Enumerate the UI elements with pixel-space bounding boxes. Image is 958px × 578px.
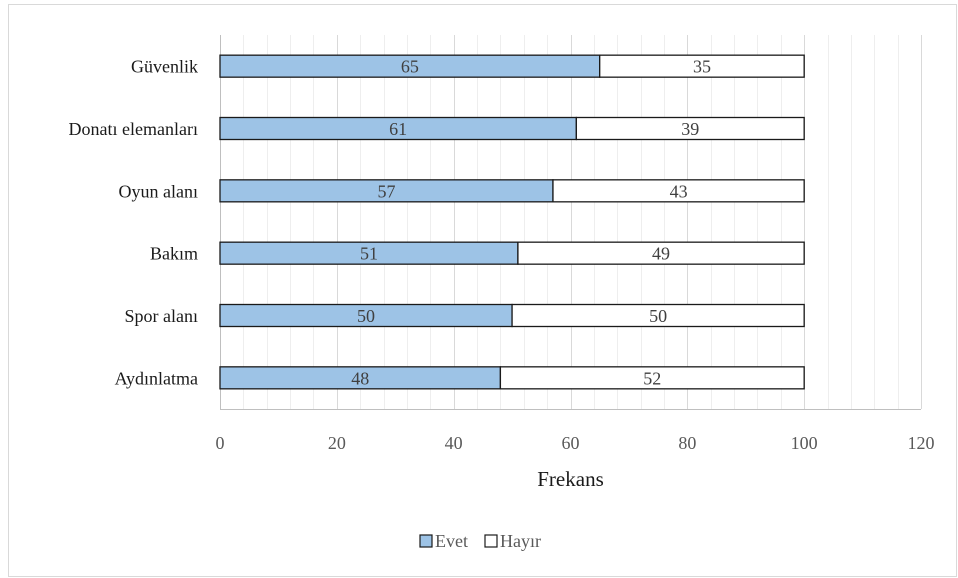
category-label-4: Donatı elemanları [69,119,198,139]
category-label-5: Güvenlik [131,57,198,77]
x-axis-title: Frekans [537,467,604,491]
category-label-2: Bakım [150,244,198,264]
x-tick-label-4: 80 [678,433,696,453]
data-label-evet-1: 50 [357,306,375,326]
data-label-evet-0: 48 [351,368,369,388]
data-label-hayır-4: 39 [681,119,699,139]
legend: Evet Hayır [419,531,541,551]
legend-swatch-evet [419,534,433,548]
x-tick-label-3: 60 [562,433,580,453]
data-label-hayır-0: 52 [643,368,661,388]
chart-frame [8,4,957,577]
bar-hayır-0 [499,366,805,390]
category-label-3: Oyun alanı [119,181,198,201]
x-tick-labels: 0 20 40 60 80 100 120 [216,433,935,453]
x-tick-label-6: 120 [908,433,935,453]
data-labels: 48 52 50 50 51 49 57 43 61 39 65 35 [351,57,711,389]
data-label-hayır-1: 50 [649,306,667,326]
category-label-1: Spor alanı [125,306,199,326]
data-label-evet-4: 61 [389,119,407,139]
x-tick-label-1: 20 [328,433,346,453]
gridlines [220,35,922,409]
data-label-evet-5: 65 [401,57,419,77]
legend-swatch-hayır [484,534,498,548]
legend-label-hayır: Hayır [500,531,541,551]
category-label-0: Aydınlatma [115,368,198,388]
legend-label-evet: Evet [435,531,468,551]
bars [219,54,805,390]
data-label-hayır-5: 35 [693,57,711,77]
bar-hayır-1 [511,303,805,328]
data-label-hayır-2: 49 [652,244,670,264]
x-tick-label-2: 40 [445,433,463,453]
data-label-evet-2: 51 [360,244,378,264]
bar-hayır-3 [552,179,805,203]
x-tick-label-0: 0 [216,433,225,453]
bar-hayır-4 [575,116,805,141]
x-tick-label-5: 100 [791,433,818,453]
data-label-evet-3: 57 [377,181,395,201]
data-label-hayır-3: 43 [670,181,688,201]
bar-hayır-2 [517,241,805,265]
bar-hayır-5 [599,54,805,78]
category-labels: Aydınlatma Spor alanı Bakım Oyun alanı Donat… [69,57,198,389]
